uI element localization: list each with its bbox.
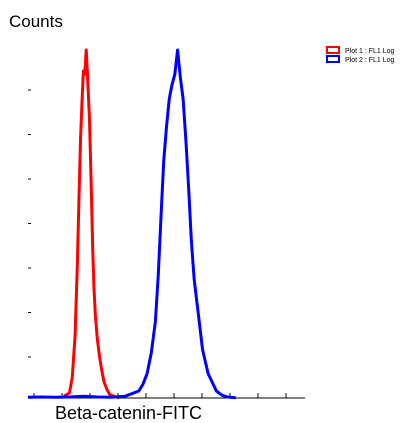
legend-swatch-1 (326, 46, 340, 54)
series-line-1 (63, 48, 120, 400)
series-layer (27, 48, 236, 400)
legend-label-1: Plot 1 : FL1 Log (345, 48, 395, 55)
plot-area (27, 48, 305, 400)
legend: Plot 1 : FL1 Log Plot 2 : FL1 Log (326, 46, 395, 64)
legend-swatch-2 (326, 55, 340, 63)
x-axis-label: Beta-catenin-FITC (55, 403, 202, 423)
series-line-2 (27, 48, 236, 400)
y-axis-ticks (28, 89, 31, 358)
legend-label-2: Plot 2 : FL1 Log (345, 57, 395, 64)
y-axis-label: Counts (9, 12, 63, 31)
